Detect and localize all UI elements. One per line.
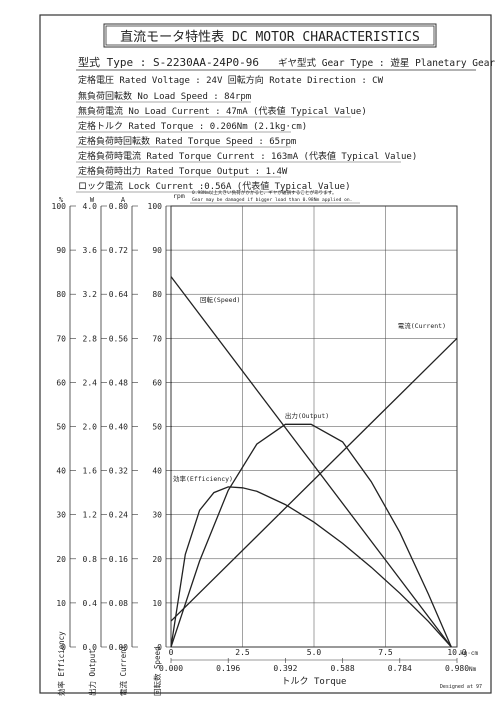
x-tick-label-kgcm: 5.0: [307, 648, 322, 657]
y-tick-label: 70: [56, 334, 66, 343]
x-tick-label-nm: 0.980: [445, 664, 469, 673]
y-tick-label: 0.40: [109, 423, 128, 432]
y-tick-label: 100: [52, 202, 67, 211]
y-tick-label: 0.08: [109, 599, 128, 608]
x-tick-label-nm: 0.000: [159, 664, 183, 673]
title-box-inner: [105, 25, 435, 46]
series-line-speed: [170, 276, 452, 648]
y-tick-label: 30: [56, 511, 66, 520]
y-tick-label: 2.8: [83, 334, 98, 343]
y-tick-label: 100: [148, 202, 163, 211]
y-tick-label: 0.56: [109, 334, 128, 343]
spec-line: 無負荷電流 No Load Current : 47mA (代表値 Typica…: [78, 105, 367, 117]
y-tick-label: 0.24: [109, 511, 128, 520]
x-tick-label-nm: 0.392: [273, 664, 297, 673]
y-tick-label: 0.8: [83, 555, 98, 564]
x-tick-label-nm: 0.196: [216, 664, 240, 673]
y-axis-title: 電流 Current: [118, 645, 128, 696]
y-tick-label: 1.2: [83, 511, 98, 520]
y-tick-label: 60: [56, 378, 66, 387]
series-line-output: [170, 423, 452, 648]
note-japanese: 0.98Nm以上大きい負荷がかかると、ギヤが破損することがあります。: [192, 189, 337, 196]
y-tick-label: 0.4: [83, 599, 98, 608]
y-tick-label: 10: [56, 599, 66, 608]
spec-line: ロック電流 Lock Current :0.56A (代表値 Typical V…: [78, 180, 350, 192]
y-tick-label: 50: [56, 423, 66, 432]
series-label-output: 出力(Output): [285, 411, 329, 420]
x-tick-label-kgcm: 0: [169, 648, 174, 657]
y-tick-label: 80: [152, 290, 162, 299]
y-tick-label: 0.80: [109, 202, 128, 211]
page-title: 直流モータ特性表 DC MOTOR CHARACTERISTICS: [120, 30, 420, 45]
y-tick-label: 0.72: [109, 246, 128, 255]
series-label-efficiency: 効率(Efficiency): [173, 474, 233, 483]
y-tick-label: 1.6: [83, 467, 98, 476]
series-label-speed: 回転(Speed): [200, 296, 240, 304]
y-tick-label: 4.0: [83, 202, 98, 211]
series-label-current: 電流(Current): [398, 321, 446, 330]
y-tick-label: 50: [152, 423, 162, 432]
y-tick-label: 20: [152, 555, 162, 564]
y-tick-label: 90: [56, 246, 66, 255]
y-tick-label: 0.32: [109, 467, 128, 476]
y-tick-label: 2.0: [83, 423, 98, 432]
y-tick-label: 0.16: [109, 555, 128, 564]
y-tick-label: 10: [152, 599, 162, 608]
series-line-efficiency: [170, 486, 452, 648]
y-tick-label: 40: [56, 467, 66, 476]
y-tick-label: 40: [152, 467, 162, 476]
spec-line: 定格負荷時回転数 Rated Torque Speed : 65rpm: [78, 135, 296, 147]
x-tick-label-kgcm: 7.5: [378, 648, 393, 657]
y-tick-label: 20: [56, 555, 66, 564]
x-unit-kgcm: kg·cm: [460, 650, 478, 657]
y-tick-label: 3.2: [83, 290, 98, 299]
spec-line: 定格負荷時電流 Rated Torque Current : 163mA (代表…: [78, 150, 417, 162]
y-axis-title: 回転数 Speed: [152, 646, 162, 696]
model-type: 型式 Type : S-2230AA-24P0-96: [78, 55, 259, 69]
x-tick-label-kgcm: 2.5: [235, 648, 250, 657]
y-tick-label: 0.0: [83, 643, 98, 652]
spec-line: 定格トルク Rated Torque : 0.206Nm (2.1kg·cm): [78, 120, 307, 132]
y-tick-label: 0.64: [109, 290, 128, 299]
y-tick-label: 0: [157, 643, 162, 652]
series-line-current: [170, 337, 458, 622]
sheet-frame: [39, 14, 492, 694]
y-axis-unit: %: [59, 196, 64, 204]
y-tick-label: 80: [56, 290, 66, 299]
y-tick-label: 70: [152, 334, 162, 343]
y-tick-label: 0: [61, 643, 66, 652]
spec-list: 定格電圧 Rated Voltage : 24V 回転方向 Rotate Dir…: [76, 74, 417, 193]
y-tick-label: 0.00: [109, 643, 128, 652]
note-english: Gear may be damaged if bigger load than …: [192, 197, 352, 203]
y-tick-label: 0.48: [109, 378, 128, 387]
gear-type: ギヤ型式 Gear Type : 遊星 Planetary Gear: [278, 57, 495, 69]
spec-line: 定格電圧 Rated Voltage : 24V 回転方向 Rotate Dir…: [78, 74, 384, 86]
y-axis-title: 効率 Efficiency: [56, 631, 66, 696]
spec-line: 無負荷回転数 No Load Speed : 84rpm: [78, 90, 251, 102]
y-tick-label: 90: [152, 246, 162, 255]
y-axis-unit: A: [121, 196, 126, 204]
y-tick-label: 30: [152, 511, 162, 520]
x-tick-label-kgcm: 10.0: [447, 648, 466, 657]
y-tick-label: 60: [152, 378, 162, 387]
y-axis-unit: rpm: [173, 192, 185, 200]
y-axis-unit: W: [90, 196, 95, 204]
x-axis-title: トルク Torque: [282, 676, 347, 687]
y-axis-title: 出力 Output: [87, 649, 97, 696]
y-tick-label: 2.4: [83, 378, 98, 387]
title-box: [103, 23, 437, 48]
designed-by: Designed at 97: [440, 684, 482, 690]
x-tick-label-nm: 0.784: [388, 664, 412, 673]
x-tick-label-nm: 0.588: [331, 664, 355, 673]
y-tick-label: 3.6: [83, 246, 98, 255]
spec-line: 定格負荷時出力 Rated Torque Output : 1.4W: [78, 165, 288, 177]
x-unit-nm: Nm: [469, 666, 477, 673]
